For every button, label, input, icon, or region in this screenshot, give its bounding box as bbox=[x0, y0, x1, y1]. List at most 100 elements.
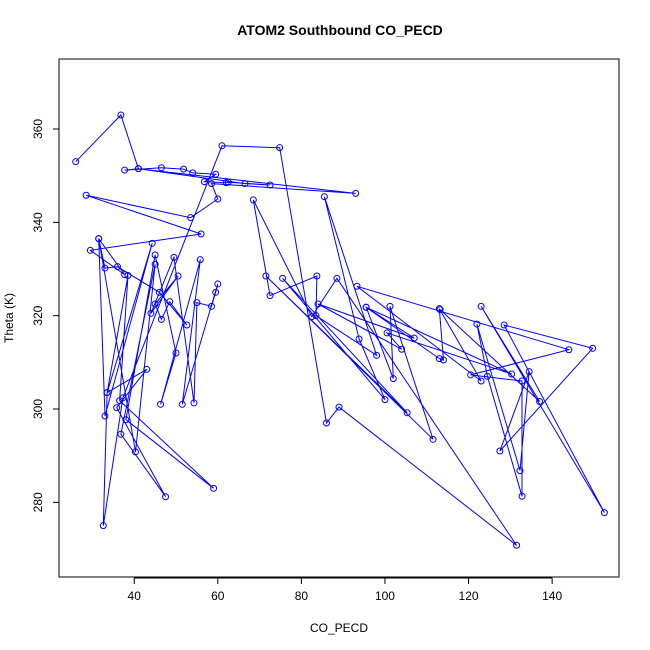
data-point bbox=[313, 272, 321, 280]
data-point bbox=[214, 280, 222, 288]
data-point bbox=[187, 214, 195, 222]
y-tick-label: 340 bbox=[31, 212, 45, 232]
data-point bbox=[117, 111, 125, 119]
data-point bbox=[373, 351, 381, 359]
data-point bbox=[214, 195, 222, 203]
data-point bbox=[147, 309, 155, 317]
data-point bbox=[262, 272, 270, 280]
data-point bbox=[496, 447, 504, 455]
plot-frame bbox=[58, 58, 620, 578]
data-point bbox=[436, 306, 444, 314]
data-point bbox=[212, 288, 220, 296]
data-point bbox=[386, 302, 394, 310]
data-point bbox=[157, 164, 165, 172]
data-point bbox=[536, 398, 544, 406]
data-point bbox=[435, 355, 443, 363]
data-point bbox=[172, 349, 180, 357]
data-point bbox=[467, 371, 475, 379]
data-point bbox=[117, 430, 125, 438]
data-point bbox=[99, 522, 107, 530]
data-point bbox=[381, 396, 389, 404]
data-point bbox=[308, 313, 316, 321]
data-point bbox=[95, 235, 103, 243]
data-point bbox=[178, 400, 186, 408]
data-point bbox=[518, 377, 526, 385]
data-point bbox=[121, 271, 129, 279]
data-point bbox=[477, 302, 485, 310]
data-point bbox=[151, 251, 159, 259]
data-point bbox=[174, 272, 182, 280]
data-point bbox=[208, 180, 216, 188]
data-point bbox=[435, 305, 443, 313]
data-point bbox=[483, 372, 491, 380]
data-point bbox=[266, 181, 274, 189]
y-tick-label: 300 bbox=[31, 399, 45, 419]
data-point bbox=[114, 263, 122, 271]
data-point bbox=[101, 412, 109, 420]
y-axis-label: Theta (K) bbox=[2, 293, 16, 343]
series-line bbox=[75, 114, 605, 546]
data-point bbox=[333, 274, 341, 282]
data-point bbox=[279, 274, 287, 282]
data-point bbox=[143, 365, 151, 373]
data-point bbox=[224, 178, 232, 186]
data-point bbox=[389, 375, 397, 383]
data-point bbox=[166, 298, 174, 306]
y-tick-label: 360 bbox=[31, 119, 45, 139]
x-axis: 40 60 80 100 120 140 bbox=[128, 577, 562, 603]
data-point bbox=[170, 253, 178, 261]
data-point bbox=[508, 370, 516, 378]
data-point bbox=[119, 394, 127, 402]
y-axis: 280 300 320 340 360 bbox=[31, 119, 60, 512]
data-point bbox=[193, 299, 201, 307]
x-tick-label: 100 bbox=[375, 589, 395, 603]
data-point bbox=[362, 303, 370, 311]
data-point bbox=[180, 165, 188, 173]
data-point bbox=[353, 282, 361, 290]
data-point bbox=[352, 189, 360, 197]
x-tick-label: 40 bbox=[128, 589, 142, 603]
data-point bbox=[103, 389, 111, 397]
data-point bbox=[196, 256, 204, 264]
data-point bbox=[131, 448, 139, 456]
data-point bbox=[314, 300, 322, 308]
data-point bbox=[72, 158, 80, 166]
chart-title: ATOM2 Southbound CO_PECD bbox=[237, 22, 443, 38]
data-point bbox=[500, 321, 508, 329]
data-series bbox=[72, 111, 608, 549]
data-point bbox=[148, 239, 156, 247]
x-axis-label: CO_PECD bbox=[310, 621, 368, 635]
data-point bbox=[212, 170, 220, 178]
data-point bbox=[189, 169, 197, 177]
data-point bbox=[355, 335, 363, 343]
data-point bbox=[210, 484, 218, 492]
data-point bbox=[122, 416, 130, 424]
x-tick-label: 140 bbox=[542, 589, 562, 603]
data-point bbox=[124, 272, 132, 280]
data-point bbox=[157, 400, 165, 408]
data-point bbox=[200, 178, 208, 186]
x-tick-label: 80 bbox=[295, 589, 309, 603]
data-point bbox=[266, 292, 274, 300]
data-point bbox=[113, 404, 121, 412]
data-point bbox=[155, 288, 163, 296]
data-point bbox=[398, 345, 406, 353]
data-point bbox=[249, 196, 257, 204]
data-point bbox=[589, 344, 597, 352]
data-point bbox=[322, 419, 330, 427]
data-point bbox=[241, 180, 249, 188]
data-point bbox=[525, 368, 533, 376]
data-point bbox=[439, 356, 447, 364]
data-point bbox=[197, 230, 205, 238]
x-tick-label: 120 bbox=[459, 589, 479, 603]
data-point bbox=[151, 300, 159, 308]
data-point bbox=[82, 191, 90, 199]
data-point bbox=[403, 409, 411, 417]
data-point bbox=[600, 509, 608, 517]
data-point bbox=[190, 399, 198, 407]
data-point bbox=[410, 334, 418, 342]
data-point bbox=[121, 166, 129, 174]
y-tick-label: 320 bbox=[31, 305, 45, 325]
data-point bbox=[157, 315, 165, 323]
